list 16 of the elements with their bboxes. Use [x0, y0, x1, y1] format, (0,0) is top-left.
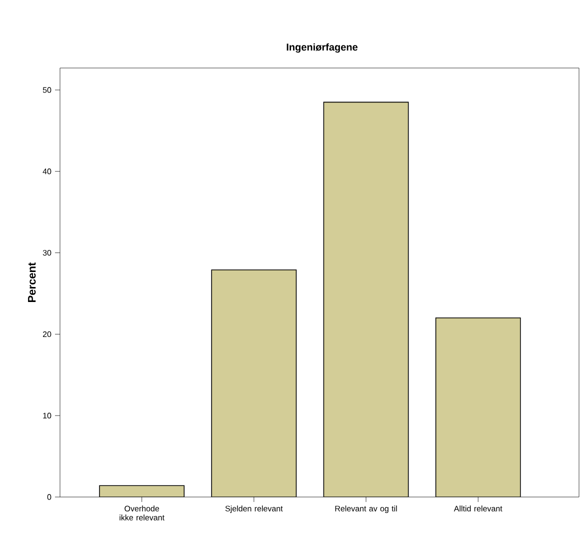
y-tick-label: 0	[47, 494, 52, 500]
y-tick-label: 10	[43, 412, 52, 418]
x-tick-label: Alltid relevant	[454, 506, 502, 512]
bar	[100, 486, 184, 497]
bar	[323, 102, 409, 497]
y-tick-label: 30	[42, 250, 52, 256]
bar	[212, 270, 296, 497]
x-tick-label: Sjelden relevant	[225, 506, 283, 513]
x-tick-label: Overhode ikke relevant	[120, 506, 164, 520]
x-tick-label: Relevant av og til	[335, 506, 397, 513]
chart-title: Ingeniørfagene	[286, 43, 358, 53]
y-tick-label: 40	[42, 168, 52, 174]
y-tick-label: 20	[42, 331, 52, 338]
y-tick-label: 50	[42, 87, 52, 93]
bar	[435, 318, 521, 497]
y-axis-title: Percent	[28, 262, 36, 302]
